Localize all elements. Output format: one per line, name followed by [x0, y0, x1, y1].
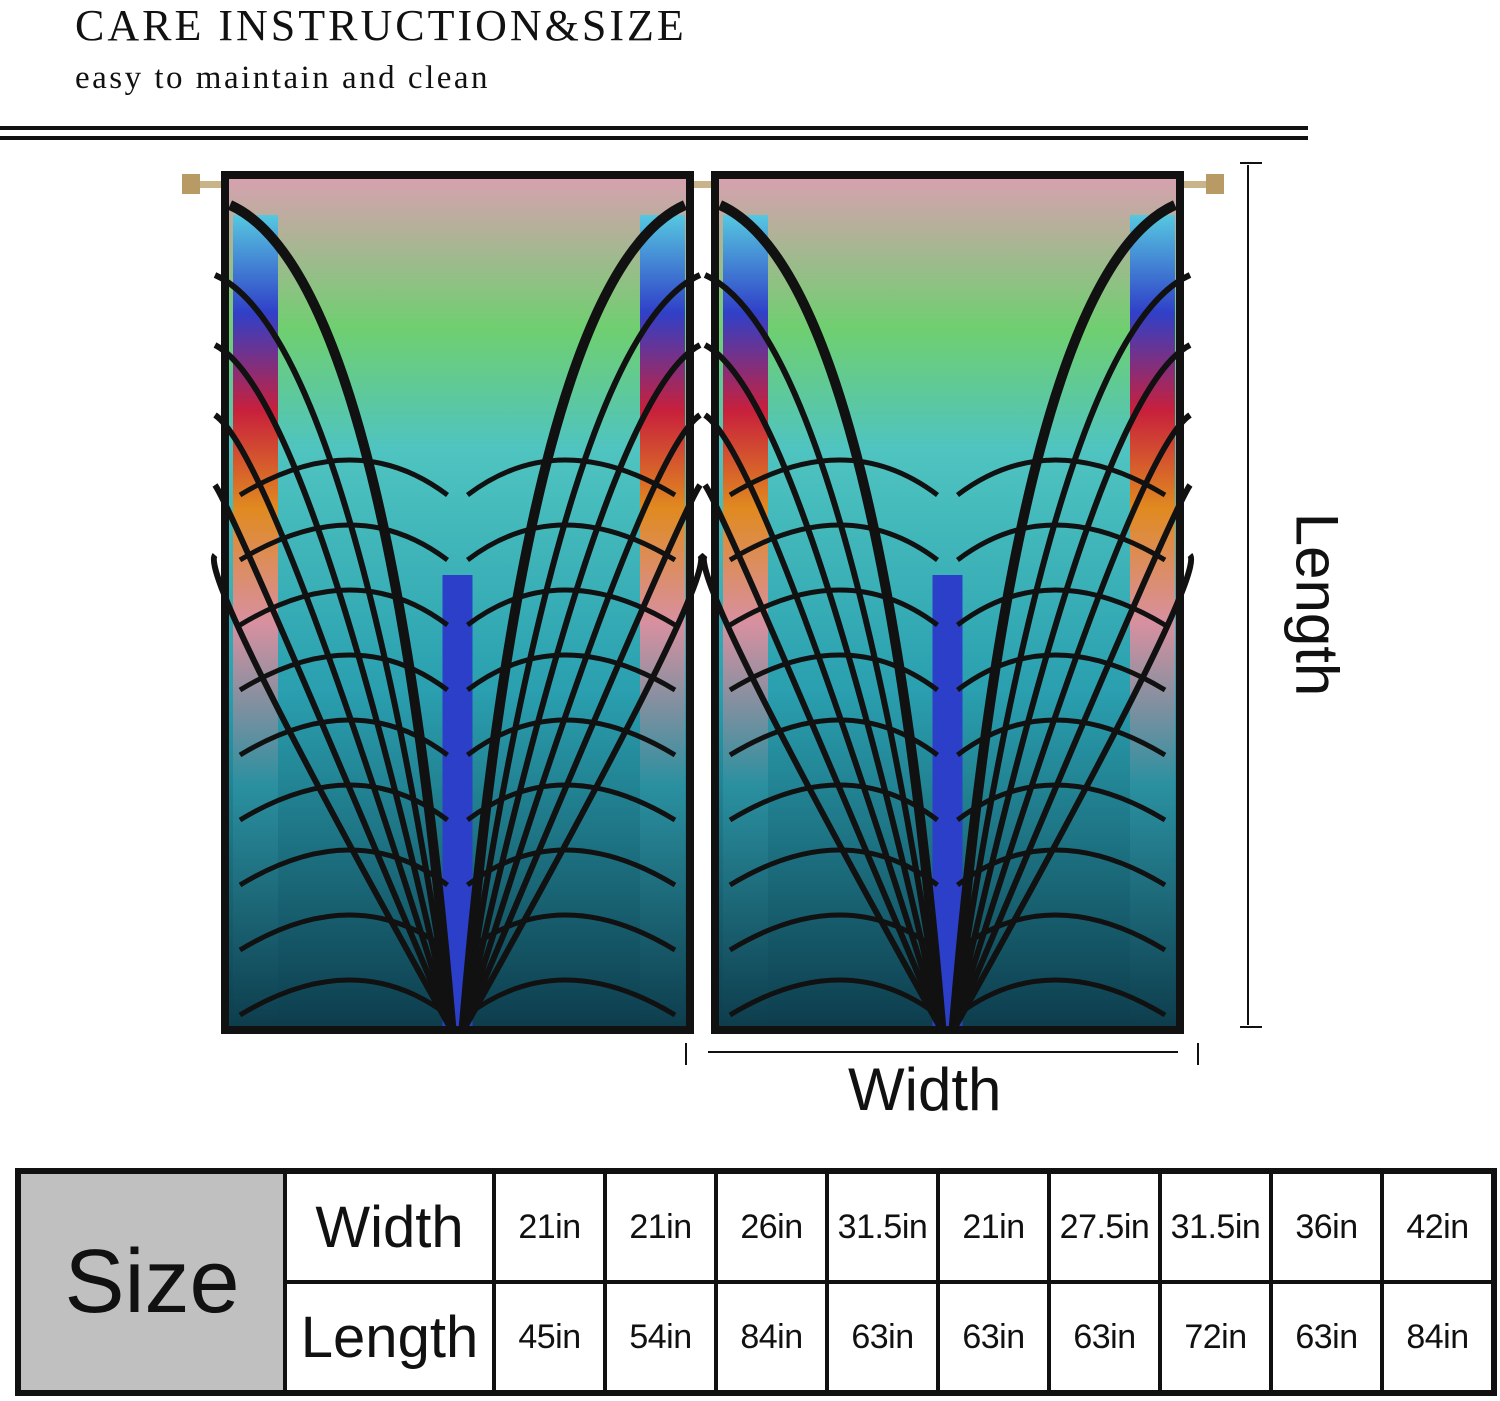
- width-cell: 31.5in: [1158, 1169, 1273, 1284]
- divider: [0, 136, 1308, 140]
- width-cell: 26in: [714, 1169, 829, 1284]
- length-cell: 84in: [714, 1280, 829, 1395]
- page-title: CARE INSTRUCTION&SIZE: [75, 1, 687, 50]
- size-header: Size: [16, 1169, 287, 1395]
- length-cell: 54in: [603, 1280, 718, 1395]
- right-curtain-panel: [700, 171, 1195, 1034]
- divider: [0, 126, 1308, 130]
- length-dimension-line: [1240, 162, 1262, 1028]
- width-cell: 31.5in: [825, 1169, 940, 1284]
- width-cell: 21in: [603, 1169, 718, 1284]
- length-cell: 63in: [1269, 1280, 1384, 1395]
- width-label: Width: [848, 1056, 1002, 1123]
- length-label: Length: [1283, 512, 1351, 697]
- curtain-rod: [182, 174, 1224, 194]
- row-label-length: Length: [283, 1280, 496, 1395]
- length-cell: 63in: [825, 1280, 940, 1395]
- left-curtain-panel: [210, 171, 705, 1034]
- width-cell: 42in: [1380, 1169, 1496, 1284]
- width-cell: 21in: [936, 1169, 1051, 1284]
- curtain-illustration: [182, 162, 1262, 1065]
- width-dimension-line: [685, 1043, 1199, 1065]
- width-cell: 36in: [1269, 1169, 1384, 1284]
- length-cell: 84in: [1380, 1280, 1496, 1395]
- width-cell: 21in: [492, 1169, 607, 1284]
- table-row: Size Width 21in 21in 26in 31.5in 21in 27…: [16, 1169, 1496, 1395]
- width-cell: 27.5in: [1047, 1169, 1162, 1284]
- row-label-width: Width: [283, 1169, 496, 1284]
- size-table: Size Width 21in 21in 26in 31.5in 21in 27…: [15, 1168, 1497, 1396]
- page-subtitle: easy to maintain and clean: [75, 60, 491, 96]
- length-cell: 63in: [936, 1280, 1051, 1395]
- length-cell: 45in: [492, 1280, 607, 1395]
- table-row: Length 45in 54in 84in 63in 63in 63in 72i…: [18, 1280, 1496, 1395]
- length-cell: 63in: [1047, 1280, 1162, 1395]
- length-cell: 72in: [1158, 1280, 1273, 1395]
